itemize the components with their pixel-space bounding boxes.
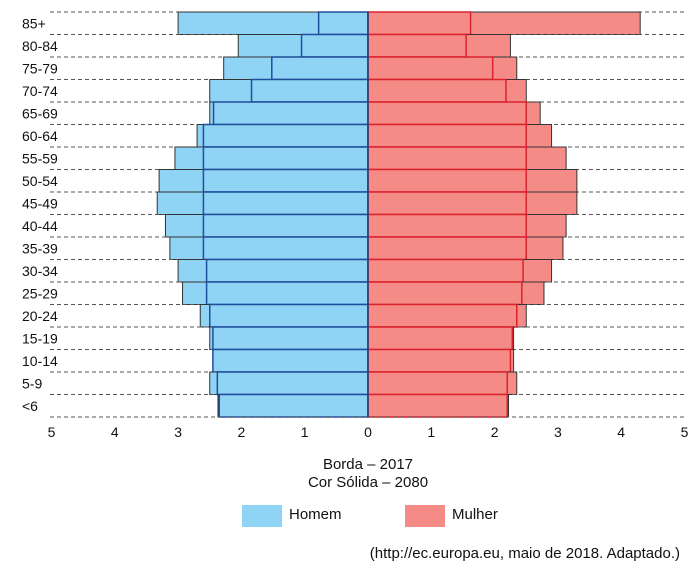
x-tick-label: 4	[111, 424, 119, 440]
bar-2017-homem	[202, 146, 369, 171]
bar-2017-mulher	[367, 146, 527, 171]
bar-2017-homem	[212, 326, 369, 351]
legend-label-homem: Homem	[289, 506, 342, 523]
category-label: 50-54	[22, 173, 58, 189]
category-label: 20-24	[22, 308, 58, 324]
x-tick-label: 2	[491, 424, 499, 440]
bar-2017-homem	[202, 236, 369, 261]
bar-2017-homem	[317, 11, 369, 36]
x-tick-label: 4	[617, 424, 625, 440]
category-label: 40-44	[22, 218, 58, 234]
category-label: 75-79	[22, 60, 58, 76]
legend-label-mulher: Mulher	[452, 506, 498, 523]
category-label: 60-64	[22, 128, 58, 144]
category-label: 70-74	[22, 83, 58, 99]
x-tick-label: 1	[301, 424, 309, 440]
bar-2017-mulher	[367, 213, 527, 238]
note-2080: Cor Sólida – 2080	[307, 474, 429, 491]
bar-2017-homem	[300, 33, 369, 58]
bar-2017-homem	[216, 371, 369, 396]
category-label: 35-39	[22, 240, 58, 256]
category-label: 85+	[22, 15, 46, 31]
category-label: 5-9	[22, 375, 42, 391]
category-label: 30-34	[22, 263, 58, 279]
x-tick-label: 1	[427, 424, 435, 440]
bar-2017-homem	[202, 168, 369, 193]
bar-2017-homem	[271, 56, 369, 81]
x-tick-label: 3	[554, 424, 562, 440]
bar-2017-homem	[202, 191, 369, 216]
population-pyramid-chart: 85+80-8475-7970-7465-6960-6455-5950-5445…	[22, 11, 688, 440]
bar-2017-mulher	[367, 281, 523, 306]
bar-2017-mulher	[367, 303, 518, 328]
category-label: 45-49	[22, 195, 58, 211]
bar-2017-mulher	[367, 371, 509, 396]
legend-swatch-homem	[242, 505, 282, 527]
bar-2017-mulher	[367, 236, 527, 261]
category-label: 80-84	[22, 38, 58, 54]
x-tick-label: 5	[48, 424, 56, 440]
bar-2017-mulher	[367, 191, 527, 216]
bar-2017-homem	[205, 281, 369, 306]
bar-2017-homem	[205, 258, 369, 283]
bar-2017-mulher	[367, 393, 509, 418]
bar-2017-mulher	[367, 168, 527, 193]
bar-2017-mulher	[367, 56, 494, 81]
x-tick-label: 3	[174, 424, 182, 440]
bar-2017-mulher	[367, 33, 467, 58]
category-label: 65-69	[22, 105, 58, 121]
legend-swatch-mulher	[405, 505, 445, 527]
x-tick-label: 2	[238, 424, 246, 440]
bar-2017-mulher	[367, 11, 472, 36]
bar-2017-mulher	[367, 348, 512, 373]
bar-2017-mulher	[367, 326, 514, 351]
bar-2017-homem	[212, 101, 369, 126]
x-tick-label: 5	[681, 424, 688, 440]
bar-2017-homem	[209, 303, 369, 328]
bar-2017-homem	[212, 348, 369, 373]
x-tick-label: 0	[364, 424, 372, 440]
bar-2017-homem	[218, 393, 369, 418]
bar-2017-homem	[202, 123, 369, 148]
category-label: 55-59	[22, 150, 58, 166]
category-label: 10-14	[22, 353, 58, 369]
category-label: 25-29	[22, 285, 58, 301]
bar-2017-mulher	[367, 258, 524, 283]
category-label: <6	[22, 398, 38, 414]
source-citation: (http://ec.europa.eu, maio de 2018. Adap…	[369, 545, 680, 562]
bar-2017-mulher	[367, 101, 527, 126]
bar-2017-mulher	[367, 78, 507, 103]
bar-2017-homem	[202, 213, 369, 238]
note-2017: Borda – 2017	[322, 456, 414, 473]
bar-2017-mulher	[367, 123, 527, 148]
bar-2017-homem	[250, 78, 369, 103]
category-label: 15-19	[22, 330, 58, 346]
